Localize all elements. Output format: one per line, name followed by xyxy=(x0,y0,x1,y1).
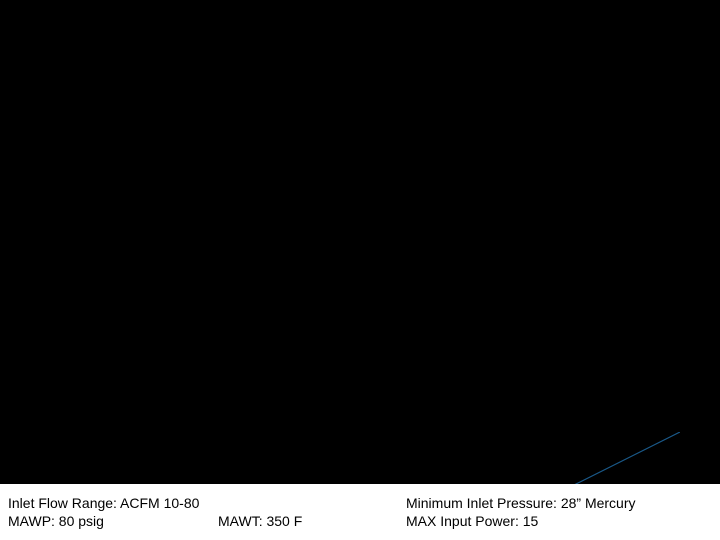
spec-inlet-flow-range: Inlet Flow Range: ACFM 10-80 xyxy=(8,494,406,512)
spec-mawp: MAWP: 80 psig xyxy=(8,512,218,530)
spec-min-inlet-pressure: Minimum Inlet Pressure: 28” Mercury xyxy=(406,494,712,512)
diagonal-line-accent xyxy=(560,432,680,492)
spec-max-input-power: MAX Input Power: 15 xyxy=(406,512,712,530)
footer-col-left: Inlet Flow Range: ACFM 10-80 MAWP: 80 ps… xyxy=(8,494,406,530)
spec-mawt: MAWT: 350 F xyxy=(218,512,302,530)
slide: Inlet Flow Range: ACFM 10-80 MAWP: 80 ps… xyxy=(0,0,720,540)
footer-content: Inlet Flow Range: ACFM 10-80 MAWP: 80 ps… xyxy=(8,494,712,530)
spec-row-mawp-mawt: MAWP: 80 psig MAWT: 350 F xyxy=(8,512,406,530)
footer-col-right: Minimum Inlet Pressure: 28” Mercury MAX … xyxy=(406,494,712,530)
footer-band: Inlet Flow Range: ACFM 10-80 MAWP: 80 ps… xyxy=(0,484,720,540)
